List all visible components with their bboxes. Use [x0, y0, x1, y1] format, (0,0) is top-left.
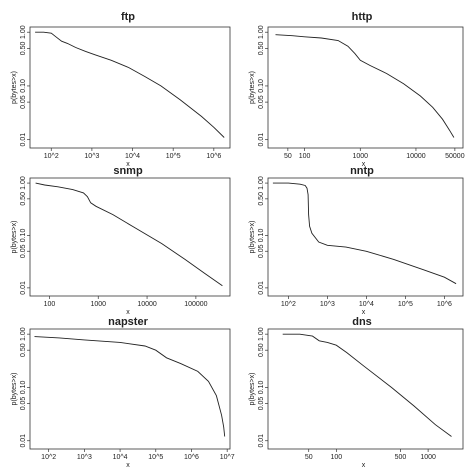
y-tick-label: 1.00 — [20, 327, 27, 341]
chart-title: http — [352, 11, 373, 23]
plot-frame — [267, 328, 464, 450]
y-tick-label: 0.50 — [20, 192, 27, 206]
series-line-nntp — [272, 182, 457, 285]
plot-frame — [29, 328, 231, 450]
chart-title: napster — [108, 316, 148, 328]
y-tick-label: 1.00 — [258, 176, 265, 190]
chart-panel-snmp: snmp 100 1000 10000 100000 0.01 0.050.10 0.50 1.… — [11, 165, 231, 316]
chart-panel-dns: dns 50 100 500 1000 0.01 0.05 0.10 0.50 1.00 x p(by… — [249, 316, 464, 469]
y-tick-label: 0.05 — [258, 244, 265, 258]
x-axis-label: x — [362, 462, 366, 469]
series-line-http — [275, 34, 455, 138]
y-tick-label: 0.50 — [258, 343, 265, 357]
x-tick-label: 100 — [330, 454, 342, 461]
plot-frame — [267, 26, 464, 149]
y-tick-label: 0.05 — [20, 397, 27, 411]
x-tick-label: 1000 — [90, 301, 106, 308]
y-tick-label: 0.01 — [258, 281, 265, 295]
chart-panel-nntp: nntp 10^2 10^3 10^4 10^5 10^6 0.01 0.050.10 0.50… — [249, 165, 464, 316]
series-line-ftp — [35, 31, 225, 138]
x-tick-label: 10^3 — [77, 454, 92, 461]
x-tick-label: 100 — [44, 301, 56, 308]
x-tick-label: 10^5 — [398, 301, 413, 308]
x-tick-label: 10^6 — [206, 153, 221, 160]
y-tick-label: 0.01 — [258, 434, 265, 448]
x-tick-label: 500 — [395, 454, 407, 461]
plot-frame — [29, 26, 231, 149]
x-axis-label: x — [126, 309, 130, 316]
y-axis-label: p(bytes>x) — [249, 71, 256, 104]
x-tick-label: 10^6 — [437, 301, 452, 308]
chart-panel-ftp: ftp 10^2 10^3 10^4 10^5 10^6 0.01 0.05 0.10 0.50 1… — [11, 11, 231, 168]
x-axis-label: x — [362, 309, 366, 316]
y-axis-label: p(bytes>x) — [249, 373, 256, 406]
y-tick-label: 1.00 — [20, 25, 27, 39]
y-tick-label: 1.00 — [20, 176, 27, 190]
x-tick-label: 10^2 — [281, 301, 296, 308]
x-tick-label: 10000 — [406, 153, 426, 160]
y-tick-label: 0.05 — [258, 95, 265, 109]
y-tick-label: 0.50 — [258, 41, 265, 55]
y-tick-label: 0.05 — [258, 397, 265, 411]
x-tick-label: 10^4 — [125, 153, 140, 160]
y-tick-label: 0.05 — [20, 95, 27, 109]
plot-frame — [267, 177, 464, 297]
x-tick-label: 50000 — [445, 153, 465, 160]
x-tick-label: 1000 — [420, 454, 436, 461]
y-tick-label: 0.01 — [20, 281, 27, 295]
x-axis-label: x — [362, 161, 366, 168]
x-tick-label: 10^7 — [220, 454, 235, 461]
y-tick-label: 0.10 — [20, 381, 27, 395]
x-axis-label: x — [126, 161, 130, 168]
x-tick-label: 10^6 — [184, 454, 199, 461]
y-axis-label: p(bytes>x) — [249, 221, 256, 254]
y-tick-label: 0.10 — [258, 229, 265, 243]
x-tick-label: 100 — [299, 153, 311, 160]
x-tick-label: 10^4 — [113, 454, 128, 461]
chart-panel-http: http 50 100 1000 10000 50000 0.01 0.05 0.10 0.50 1… — [249, 11, 465, 168]
x-tick-label: 10^5 — [166, 153, 181, 160]
series-line-napster — [34, 336, 226, 437]
series-line-snmp — [35, 182, 223, 287]
chart-panel-napster: napster 10^2 10^3 10^4 10^5 10^6 10^7 0.01 0.05 0… — [11, 316, 235, 469]
y-axis-label: p(bytes>x) — [11, 373, 18, 406]
y-tick-label: 0.10 — [258, 79, 265, 93]
y-tick-label: 1.00 — [258, 327, 265, 341]
y-tick-label: 0.10 — [20, 229, 27, 243]
x-tick-label: 1000 — [352, 153, 368, 160]
chart-title: dns — [352, 316, 372, 328]
x-tick-label: 10^5 — [148, 454, 163, 461]
x-tick-label: 10^2 — [44, 153, 59, 160]
y-tick-label: 0.10 — [20, 79, 27, 93]
y-tick-label: 1.00 — [258, 25, 265, 39]
x-tick-label: 50 — [284, 153, 292, 160]
plot-frame — [29, 177, 231, 297]
y-axis-label: p(bytes>x) — [11, 221, 18, 254]
x-tick-label: 10^3 — [320, 301, 335, 308]
x-tick-label: 10^2 — [41, 454, 56, 461]
y-tick-label: 0.50 — [20, 343, 27, 357]
x-tick-label: 100000 — [184, 301, 207, 308]
x-tick-label: 50 — [305, 454, 313, 461]
y-tick-label: 0.05 — [20, 244, 27, 258]
y-tick-label: 0.01 — [20, 133, 27, 147]
chart-title: nntp — [350, 165, 374, 177]
y-tick-label: 0.10 — [258, 381, 265, 395]
y-tick-label: 0.01 — [258, 133, 265, 147]
x-axis-label: x — [126, 462, 130, 469]
x-tick-label: 10^4 — [359, 301, 374, 308]
x-tick-label: 10000 — [137, 301, 157, 308]
chart-title: ftp — [121, 11, 135, 23]
y-tick-label: 0.50 — [20, 41, 27, 55]
series-line-dns — [282, 333, 452, 437]
y-tick-label: 0.01 — [20, 434, 27, 448]
x-tick-label: 10^3 — [84, 153, 99, 160]
y-tick-label: 0.50 — [258, 192, 265, 206]
y-axis-label: p(bytes>x) — [11, 71, 18, 104]
chart-title: snmp — [113, 165, 143, 177]
